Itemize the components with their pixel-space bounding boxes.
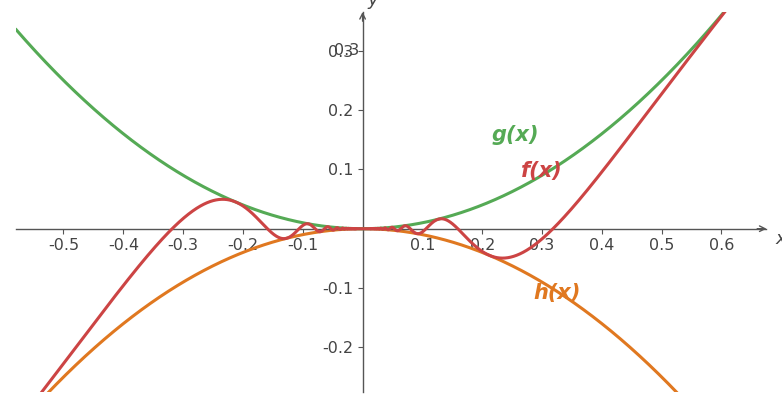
Text: 0.3: 0.3 xyxy=(335,43,360,58)
Text: y: y xyxy=(368,0,378,9)
Text: x: x xyxy=(775,230,782,248)
Text: f(x): f(x) xyxy=(521,161,563,181)
Text: g(x): g(x) xyxy=(491,125,539,145)
Text: h(x): h(x) xyxy=(533,283,580,303)
